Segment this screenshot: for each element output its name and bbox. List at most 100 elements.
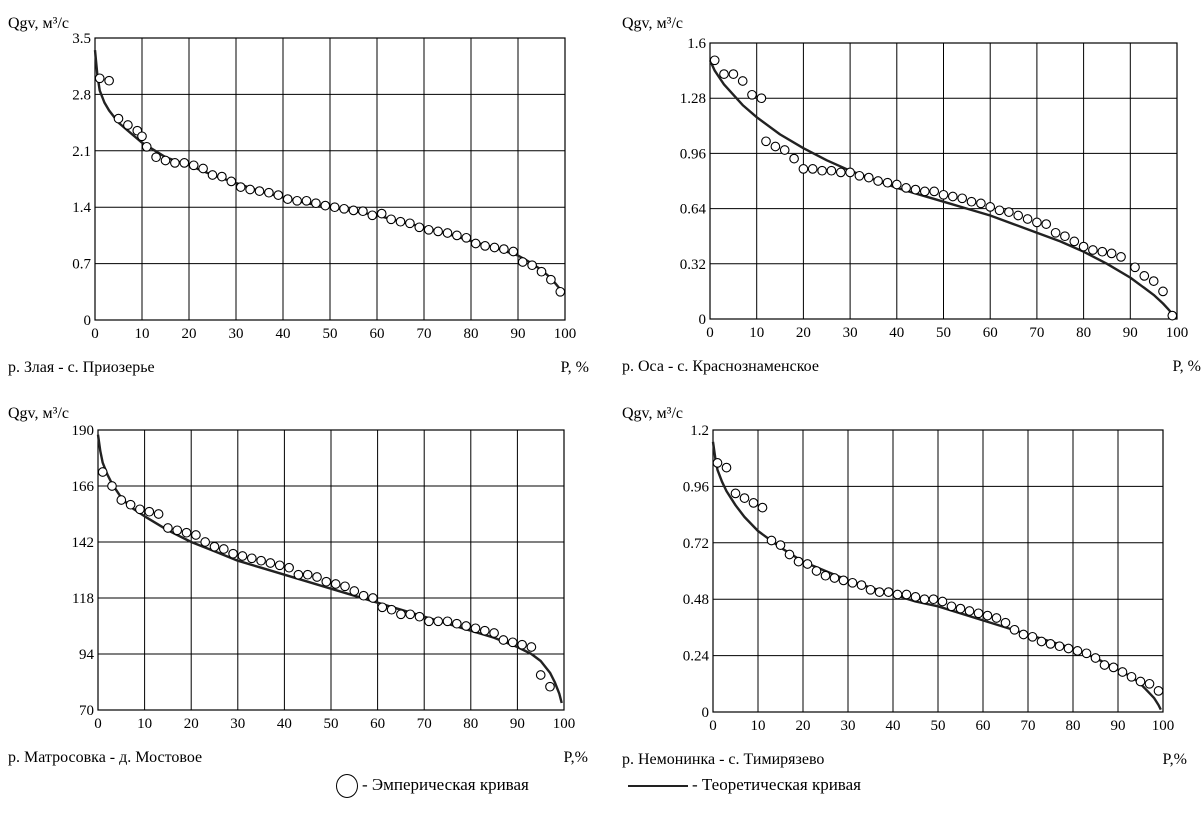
y-tick-label: 0 (699, 312, 707, 328)
empirical-point (273, 190, 284, 200)
empirical-point (217, 171, 227, 182)
empirical-point (1135, 676, 1146, 687)
x-tick-label: 40 (886, 718, 901, 734)
y-axis-label: Qgv, м³/с (622, 15, 683, 32)
y-tick-label: 70 (79, 703, 94, 719)
empirical-point (1116, 252, 1126, 262)
empirical-point (966, 196, 977, 207)
empirical-point (507, 637, 518, 648)
empirical-point (1108, 662, 1119, 673)
empirical-point (151, 152, 161, 163)
empirical-point (891, 179, 902, 190)
x-tick-label: 50 (931, 718, 946, 734)
y-tick-label: 0.24 (683, 649, 710, 665)
empirical-point (901, 589, 912, 600)
x-tick-label: 40 (277, 716, 292, 732)
y-tick-label: 2.1 (72, 144, 91, 160)
x-tick-label: 20 (182, 326, 197, 342)
empirical-point (107, 481, 117, 491)
theoretical-curve-line (93, 49, 564, 297)
empirical-point (424, 616, 434, 627)
empirical-point (973, 608, 984, 619)
empirical-point (282, 194, 293, 204)
empirical-point (1004, 207, 1014, 217)
x-tick-label: 30 (229, 326, 244, 342)
x-tick-label: 80 (1076, 325, 1091, 341)
x-tick-label: 90 (510, 716, 525, 732)
empirical-point (892, 589, 903, 600)
x-tick-label: 30 (230, 716, 245, 732)
empirical-point (405, 609, 416, 620)
empirical-point (955, 603, 966, 614)
x-tick-label: 70 (417, 716, 432, 732)
legend-empirical: - Эмперическая кривая (336, 767, 529, 803)
x-tick-label: 60 (976, 718, 991, 734)
empirical-point (188, 160, 199, 171)
x-tick-label: 80 (463, 716, 478, 732)
empirical-point (991, 613, 1002, 623)
empirical-point (116, 495, 127, 505)
y-tick-label: 1.28 (680, 91, 706, 107)
empirical-point (761, 136, 771, 147)
x-tick-label: 30 (841, 718, 856, 734)
empirical-marker-icon (336, 774, 358, 799)
empirical-point (748, 498, 759, 508)
empirical-point (1069, 236, 1080, 247)
x-tick-label: 90 (511, 326, 526, 342)
y-tick-label: 0 (702, 705, 710, 721)
empirical-point (153, 509, 164, 519)
empirical-point (730, 488, 741, 499)
x-tick-label: 0 (706, 325, 714, 341)
x-tick-label: 40 (889, 325, 904, 341)
empirical-point (386, 604, 397, 615)
empirical-point (845, 167, 855, 178)
empirical-point (1106, 248, 1117, 259)
empirical-point (1090, 653, 1101, 663)
chart-panel-4: 0 0.24 0.48 0.72 0.96 1.2 0 10 20 30 40 50 60 70 80 90 1… (622, 405, 1187, 768)
x-tick-label: 30 (843, 325, 858, 341)
empirical-point (964, 606, 975, 616)
empirical-point (340, 581, 350, 592)
plot-frame (709, 42, 1178, 320)
x-tick-label: 60 (370, 326, 385, 342)
empirical-point (739, 493, 750, 503)
empirical-point (414, 222, 425, 233)
empirical-point (1072, 646, 1083, 656)
empirical-point (348, 205, 359, 216)
empirical-point (721, 462, 732, 473)
empirical-point (994, 205, 1005, 216)
empirical-point (113, 113, 124, 124)
empirical-point (339, 203, 349, 214)
empirical-point (1036, 636, 1047, 647)
empirical-point (976, 198, 986, 209)
empirical-point (442, 228, 453, 238)
x-tick-label: 10 (137, 716, 152, 732)
empirical-point (546, 274, 556, 285)
empirical-point (1018, 629, 1029, 640)
empirical-point (910, 184, 921, 195)
x-tick-label: 50 (323, 326, 338, 342)
empirical-point (163, 523, 173, 533)
empirical-point (1139, 271, 1150, 281)
x-tick-label: 0 (91, 326, 99, 342)
y-tick-label: 190 (72, 423, 95, 439)
theoretical-line-icon (628, 785, 688, 788)
empirical-point (1054, 641, 1065, 652)
empirical-point (218, 544, 229, 554)
empirical-point (330, 579, 341, 589)
empirical-point (709, 55, 720, 66)
station-label: р. Оса - с. Краснознаменское (622, 358, 819, 375)
theoretical-curve-line (711, 441, 1162, 711)
empirical-point (209, 541, 220, 552)
empirical-point (1050, 227, 1061, 238)
station-label: р. Злая - с. Приозерье (8, 359, 155, 376)
empirical-point (367, 210, 378, 221)
empirical-point (526, 642, 537, 652)
empirical-point (94, 73, 105, 84)
empirical-point (957, 193, 968, 204)
empirical-point (179, 158, 190, 168)
empirical-point (928, 594, 939, 605)
empirical-point (200, 537, 211, 547)
empirical-point (461, 232, 472, 243)
empirical-point (719, 69, 729, 79)
